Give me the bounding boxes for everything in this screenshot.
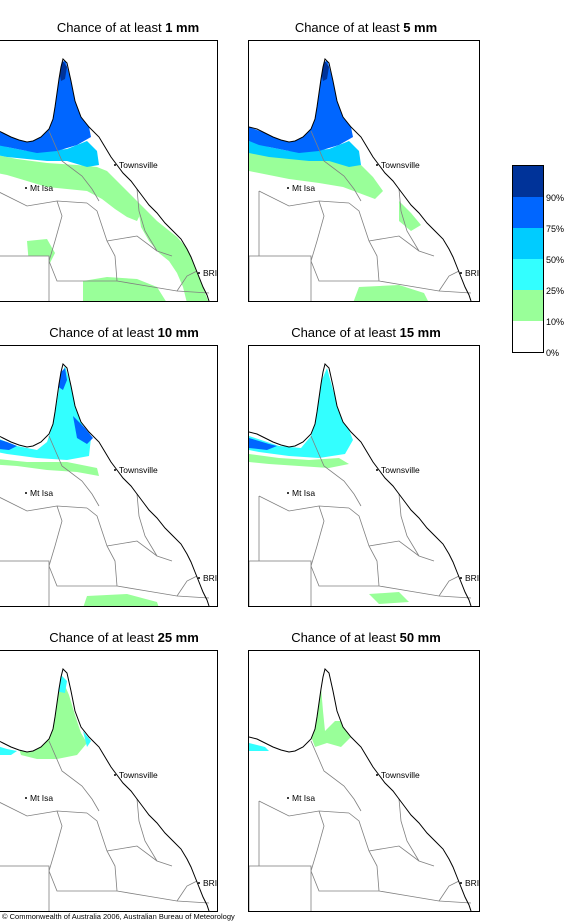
title-prefix: Chance of at least bbox=[294, 20, 404, 35]
title-prefix: Chance of at least bbox=[291, 630, 400, 645]
title-threshold: 5 mm bbox=[403, 20, 438, 35]
label-brisbane: BRIS bbox=[465, 878, 480, 888]
legend-label-75: 75% bbox=[546, 224, 565, 234]
ocean-mask bbox=[0, 41, 217, 301]
legend-swatch-90 bbox=[513, 166, 543, 197]
label-mt-isa: Mt Isa bbox=[30, 183, 53, 193]
legend-swatch-0 bbox=[513, 321, 543, 352]
label-mt-isa: Mt Isa bbox=[30, 488, 53, 498]
label-mt-isa: Mt Isa bbox=[292, 793, 315, 803]
legend-label-0: 0% bbox=[546, 348, 560, 358]
map-panel-50mm: Townsville Mt Isa BRIS bbox=[248, 650, 480, 912]
title-threshold: 50 mm bbox=[399, 630, 441, 645]
title-threshold: 1 mm bbox=[165, 20, 200, 35]
label-townsville: Townsville bbox=[381, 160, 420, 170]
queensland-map: Townsville Mt Isa BRIS bbox=[249, 41, 480, 301]
label-mt-isa: Mt Isa bbox=[292, 183, 315, 193]
title-prefix: Chance of at least bbox=[56, 20, 166, 35]
label-townsville: Townsville bbox=[119, 465, 158, 475]
ocean-mask bbox=[0, 346, 217, 606]
legend-label-25: 25% bbox=[546, 286, 565, 296]
panel-title-50mm: Chance of at least 50 mm bbox=[246, 630, 486, 645]
copyright-notice: © Commonwealth of Australia 2006, Austra… bbox=[2, 912, 235, 921]
legend-label-90: 90% bbox=[546, 193, 565, 203]
queensland-map: Townsville Mt Isa BRIS bbox=[0, 346, 218, 606]
label-brisbane: BRIS bbox=[465, 268, 480, 278]
panel-title-15mm: Chance of at least 15 mm bbox=[246, 325, 486, 340]
label-brisbane: BRIS bbox=[465, 573, 480, 583]
label-brisbane: BRIS bbox=[203, 268, 218, 278]
map-panel-10mm: Townsville Mt Isa BRIS bbox=[0, 345, 218, 607]
label-townsville: Townsville bbox=[119, 160, 158, 170]
legend-swatch-10 bbox=[513, 290, 543, 321]
label-mt-isa: Mt Isa bbox=[292, 488, 315, 498]
legend-label-50: 50% bbox=[546, 255, 565, 265]
map-panel-15mm: Townsville Mt Isa BRIS bbox=[248, 345, 480, 607]
panel-title-1mm: Chance of at least 1 mm bbox=[8, 20, 248, 35]
queensland-map: Townsville Mt Isa BRIS bbox=[0, 41, 218, 301]
ocean-mask bbox=[249, 41, 479, 301]
title-prefix: Chance of at least bbox=[49, 325, 158, 340]
map-panel-5mm: Townsville Mt Isa BRIS bbox=[248, 40, 480, 302]
panel-title-5mm: Chance of at least 5 mm bbox=[246, 20, 486, 35]
legend-label-10: 10% bbox=[546, 317, 565, 327]
title-prefix: Chance of at least bbox=[49, 630, 158, 645]
label-brisbane: BRIS bbox=[203, 878, 218, 888]
probability-legend bbox=[512, 165, 544, 353]
label-townsville: Townsville bbox=[119, 770, 158, 780]
ocean-mask bbox=[249, 346, 479, 606]
label-mt-isa: Mt Isa bbox=[30, 793, 53, 803]
title-threshold: 25 mm bbox=[157, 630, 199, 645]
queensland-map: Townsville Mt Isa BRIS bbox=[249, 346, 480, 606]
label-townsville: Townsville bbox=[381, 770, 420, 780]
ocean-mask bbox=[249, 651, 479, 911]
title-prefix: Chance of at least bbox=[291, 325, 400, 340]
queensland-map: Townsville Mt Isa BRIS bbox=[0, 651, 218, 911]
legend-swatch-50 bbox=[513, 228, 543, 259]
ocean-mask bbox=[0, 651, 217, 911]
map-panel-25mm: Townsville Mt Isa BRIS bbox=[0, 650, 218, 912]
title-threshold: 10 mm bbox=[157, 325, 199, 340]
legend-swatch-25 bbox=[513, 259, 543, 290]
queensland-map: Townsville Mt Isa BRIS bbox=[249, 651, 480, 911]
panel-title-25mm: Chance of at least 25 mm bbox=[4, 630, 244, 645]
label-townsville: Townsville bbox=[381, 465, 420, 475]
map-panel-1mm: Townsville Mt Isa BRIS bbox=[0, 40, 218, 302]
title-threshold: 15 mm bbox=[399, 325, 441, 340]
legend-swatch-75 bbox=[513, 197, 543, 228]
panel-title-10mm: Chance of at least 10 mm bbox=[4, 325, 244, 340]
label-brisbane: BRIS bbox=[203, 573, 218, 583]
